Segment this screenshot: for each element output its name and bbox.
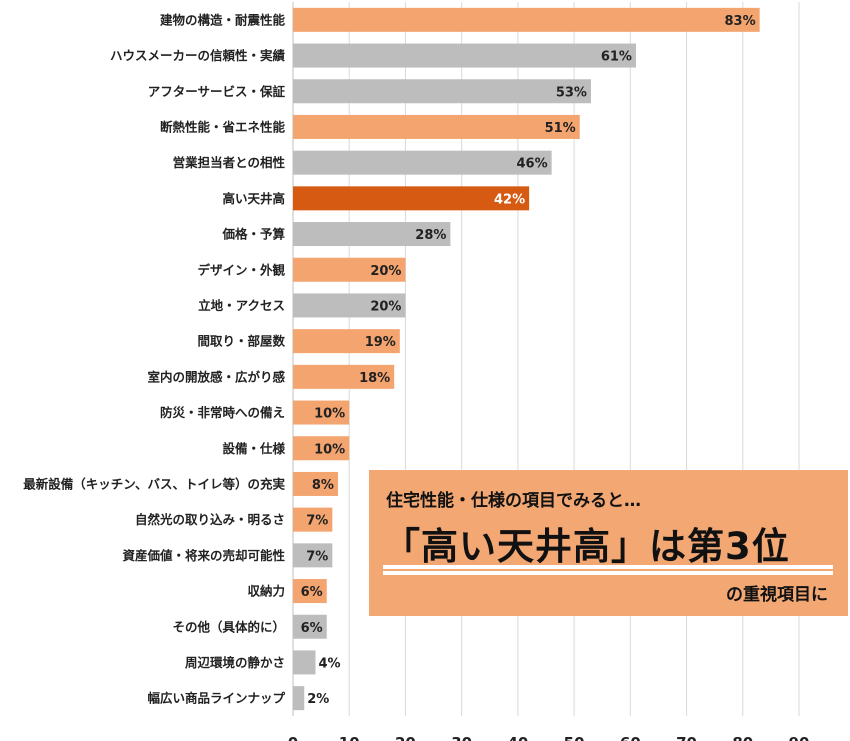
category-label: アフターサービス・保証 xyxy=(148,84,286,99)
bar xyxy=(293,543,333,568)
bar xyxy=(293,186,530,211)
bar xyxy=(293,43,636,68)
value-label: 19% xyxy=(365,335,396,350)
x-tick-label: 20 xyxy=(395,734,416,741)
value-label: 8% xyxy=(312,478,334,493)
value-label: 83% xyxy=(725,14,756,29)
category-label: 価格・予算 xyxy=(221,227,285,242)
category-label: 自然光の取り込み・明るさ xyxy=(135,512,285,527)
category-label: 周辺環境の静かさ xyxy=(185,655,285,670)
value-label: 61% xyxy=(601,50,632,65)
category-label: 高い天井高 xyxy=(222,191,285,206)
x-tick-label: 40 xyxy=(507,734,528,741)
value-label: 10% xyxy=(314,442,345,457)
value-label: 18% xyxy=(359,371,390,386)
bar xyxy=(293,257,406,282)
bar xyxy=(293,400,350,425)
value-label: 4% xyxy=(318,656,340,671)
bar xyxy=(293,293,406,318)
category-label: 立地・アクセス xyxy=(198,298,285,313)
x-tick-label: 90 xyxy=(789,734,810,741)
value-label: 42% xyxy=(494,192,525,207)
x-tick-label: 60 xyxy=(620,734,641,741)
callout-line1: 住宅性能・仕様の項目でみると… xyxy=(386,491,641,511)
category-label: 断熱性能・省エネ性能 xyxy=(160,119,286,134)
callout-line3: の重視項目に xyxy=(726,585,828,605)
bar xyxy=(293,436,350,461)
value-label: 7% xyxy=(306,549,328,564)
value-label: 7% xyxy=(306,514,328,529)
x-tick-label: 10 xyxy=(339,734,360,741)
bar xyxy=(293,507,333,532)
x-tick-label: 30 xyxy=(451,734,472,741)
x-tick-label: 50 xyxy=(564,734,585,741)
category-label: その他（具体的に） xyxy=(172,619,285,634)
category-label: 建物の構造・耐震性能 xyxy=(160,12,286,27)
category-label: 設備・仕様 xyxy=(222,441,285,456)
value-label: 46% xyxy=(516,157,547,172)
value-label: 10% xyxy=(314,407,345,422)
bar xyxy=(293,7,760,32)
callout-headline: 「高い天井高」は第3位 xyxy=(383,525,790,568)
category-label: 幅広い商品ラインナップ xyxy=(147,691,285,706)
bar xyxy=(293,686,305,711)
category-label: 防災・非常時への備え xyxy=(160,405,285,420)
category-label: ハウスメーカーの信頼性・実績 xyxy=(110,48,286,63)
value-label: 6% xyxy=(301,621,323,636)
bar xyxy=(293,150,552,175)
bar xyxy=(293,650,316,675)
category-label: 最新設備（キッチン、バス、トイレ等）の充実 xyxy=(23,476,285,491)
value-label: 6% xyxy=(301,585,323,600)
bar xyxy=(293,364,395,389)
value-label: 51% xyxy=(545,121,576,136)
bar xyxy=(293,579,327,604)
value-label: 20% xyxy=(370,299,401,314)
category-label: 間取り・部屋数 xyxy=(197,334,285,349)
category-label: 室内の開放感・広がり感 xyxy=(147,369,285,384)
bar xyxy=(293,614,327,639)
value-label: 2% xyxy=(307,692,329,707)
value-label: 20% xyxy=(370,264,401,279)
category-label: 収納力 xyxy=(247,584,285,599)
value-label: 28% xyxy=(415,228,446,243)
bar xyxy=(293,79,591,104)
category-label: 営業担当者との相性 xyxy=(173,155,286,170)
value-label: 53% xyxy=(556,85,587,100)
category-label: デザイン・外観 xyxy=(197,262,285,277)
category-label: 資産価値・将来の売却可能性 xyxy=(122,548,285,563)
bar xyxy=(293,114,580,139)
x-tick-label: 80 xyxy=(732,734,753,741)
bar xyxy=(293,471,338,496)
bar xyxy=(293,222,451,247)
bar xyxy=(293,329,400,354)
callout-box: 住宅性能・仕様の項目でみると… 「高い天井高」は第3位 の重視項目に xyxy=(369,470,848,616)
callout-underline xyxy=(383,565,833,569)
x-tick-label: 0 xyxy=(288,734,298,741)
x-tick-label: 70 xyxy=(676,734,697,741)
